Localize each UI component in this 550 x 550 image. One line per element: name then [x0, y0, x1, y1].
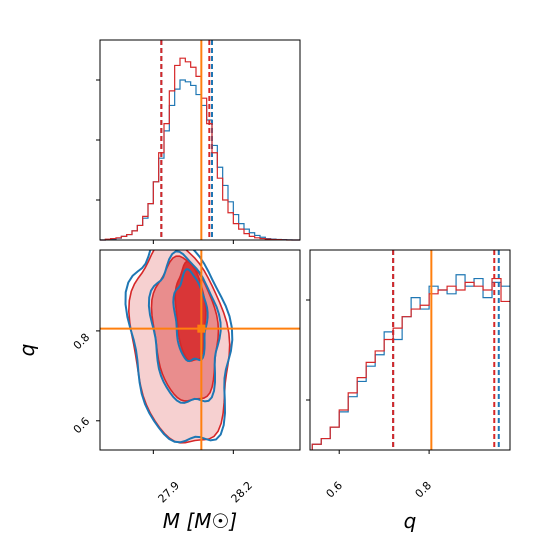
truth-marker [197, 324, 206, 333]
x-tick-label-M-0: 27.9 [156, 479, 183, 506]
y-axis-label-q: q [15, 344, 39, 357]
x-tick-label-q-0: 0.6 [324, 479, 346, 501]
frame-joint [99, 249, 301, 451]
y-tick-label-q-0: 0.6 [71, 415, 93, 437]
histogram-M-series-0 [100, 79, 300, 241]
contour-group [100, 250, 300, 450]
frame-M-hist [99, 39, 301, 241]
x-tick-label-M-1: 28.2 [229, 479, 256, 506]
joint-M-q-panel [96, 249, 301, 454]
histogram-q-series-1 [311, 277, 510, 450]
x-axis-label-q: q [404, 509, 417, 533]
histogram-M-panel [96, 39, 301, 244]
frame-q-hist [309, 249, 511, 451]
histogram-q-panel [306, 249, 511, 454]
histogram-M-series-1 [100, 57, 300, 241]
x-tick-label-q-1: 0.8 [413, 479, 435, 501]
y-tick-label-q-1: 0.8 [71, 331, 93, 353]
histogram-q-series-0 [311, 274, 510, 450]
contour-blue-outer [124, 250, 234, 444]
x-axis-label-M: M [M☉] [163, 509, 237, 533]
contour-blue-middle [147, 250, 222, 404]
